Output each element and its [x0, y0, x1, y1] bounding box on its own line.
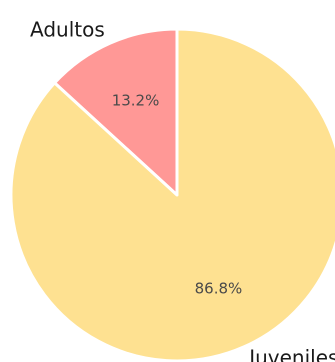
pie-slice-adultos	[53, 27, 179, 197]
slice-label-adultos: Adultos	[30, 17, 105, 41]
pie-slice-juveniles	[9, 27, 335, 362]
slice-percent-adultos: 13.2%	[112, 91, 160, 109]
slice-percent-juveniles: 86.8%	[195, 280, 243, 298]
slice-label-juveniles: Juveniles	[247, 346, 335, 362]
